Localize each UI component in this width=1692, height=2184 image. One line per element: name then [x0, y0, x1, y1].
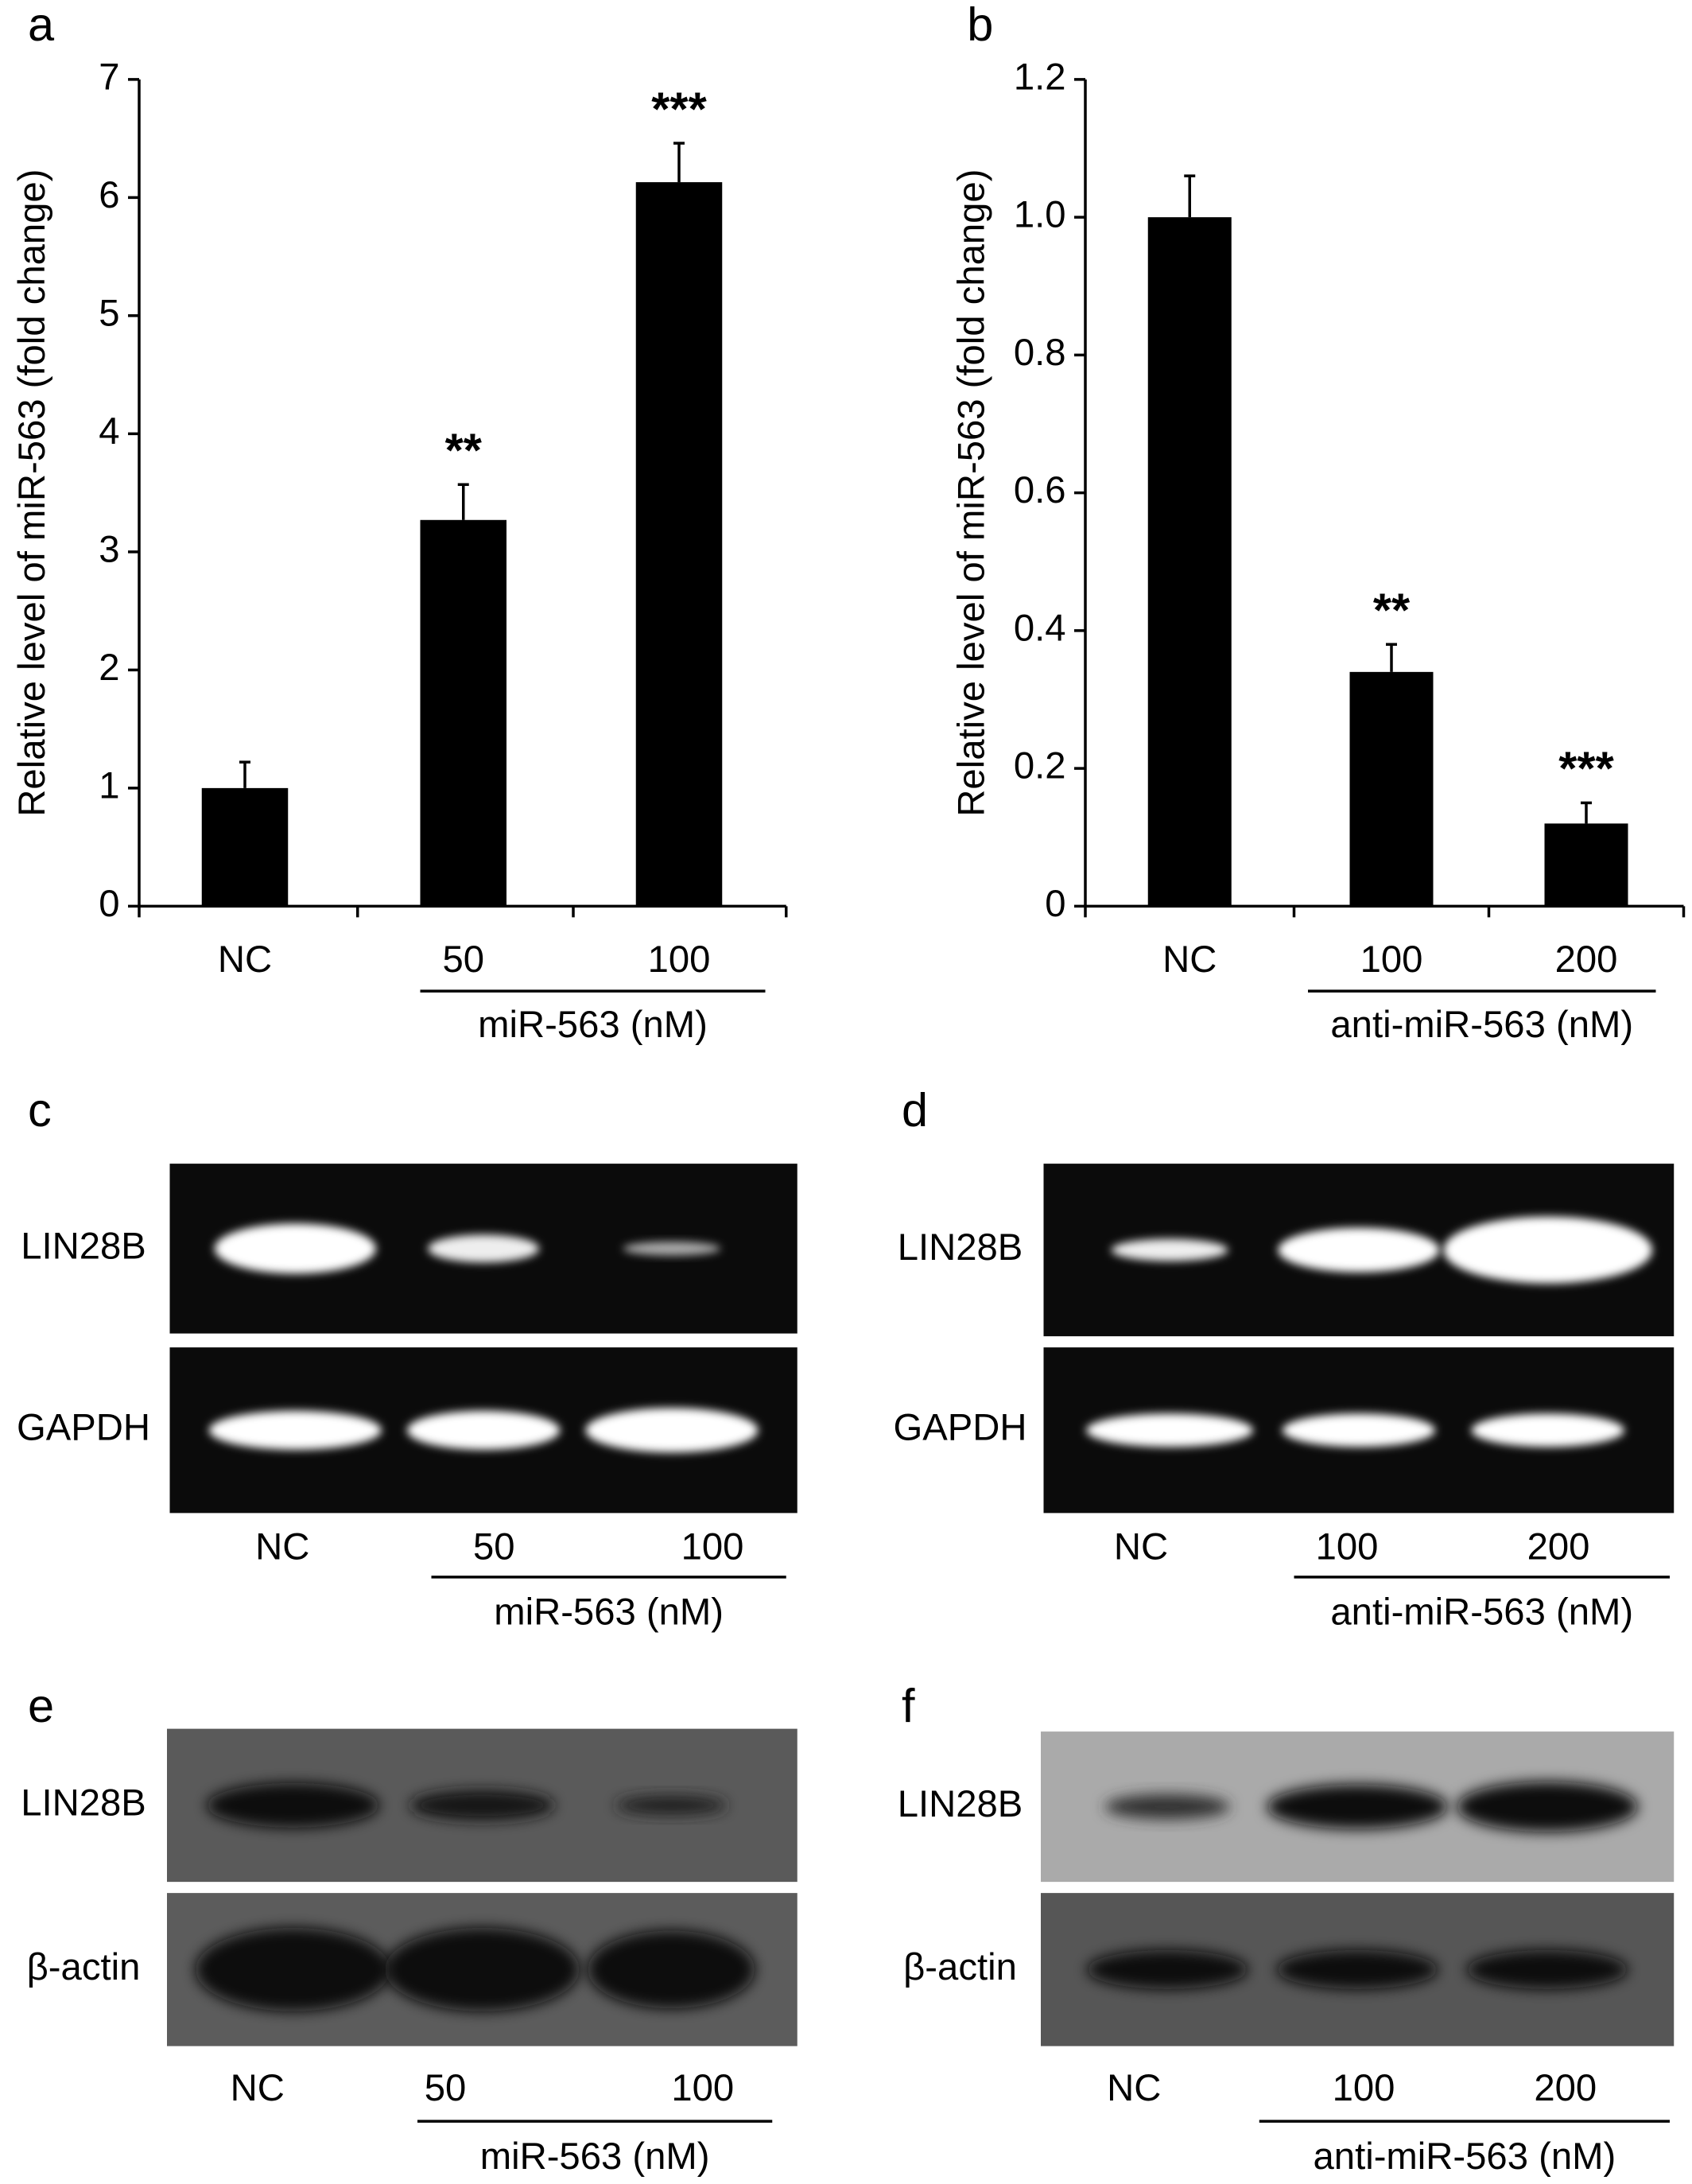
blot-band: [1267, 1784, 1448, 1829]
x-tick-label: 50: [442, 938, 484, 981]
bar: [1349, 671, 1434, 907]
lane-label: 100: [1333, 2067, 1395, 2109]
lane-label: NC: [1114, 1525, 1168, 1568]
group-label: anti-miR-563 (nM): [1330, 1004, 1633, 1046]
blot-band: [1443, 1216, 1652, 1284]
y-tick-label: 7: [99, 56, 119, 98]
blot-band: [1111, 1238, 1228, 1261]
group-label: miR-563 (nM): [478, 1004, 708, 1046]
blot-band: [208, 1410, 382, 1450]
lane-label: 100: [681, 1525, 744, 1568]
group-label: anti-miR-563 (nM): [1330, 1591, 1633, 1634]
bar: [1147, 217, 1232, 907]
blot-band: [615, 1795, 728, 1816]
bar: [1544, 823, 1628, 907]
panel-letter: c: [28, 1083, 52, 1137]
blot-band: [428, 1234, 540, 1263]
row-label: LIN28B: [21, 1782, 146, 1824]
blot-band: [1086, 1949, 1248, 1989]
blot-band: [384, 1927, 580, 2011]
x-tick-label: 100: [648, 938, 711, 981]
significance-label: ***: [651, 82, 707, 135]
row-label: GAPDH: [17, 1407, 150, 1449]
row-label: β-actin: [27, 1946, 141, 1988]
blot-band: [588, 1930, 755, 2009]
y-tick-label: 0: [1045, 883, 1065, 925]
y-tick-label: 0.8: [1014, 332, 1066, 374]
y-tick-label: 4: [99, 410, 119, 453]
lane-label: NC: [255, 1525, 309, 1568]
panel-letter: f: [902, 1679, 915, 1732]
lane-label: NC: [231, 2067, 285, 2109]
blot-band: [1457, 1782, 1638, 1832]
blot-band: [1086, 1413, 1254, 1448]
lane-label: 100: [1316, 1525, 1379, 1568]
blot-band: [585, 1408, 759, 1453]
blot-band: [1104, 1793, 1230, 1820]
blot-band: [409, 1790, 555, 1821]
blot-band: [196, 1927, 391, 2011]
y-tick-label: 5: [99, 292, 119, 334]
panel-letter: e: [28, 1679, 54, 1732]
panel-letter: b: [967, 0, 993, 51]
bar: [201, 787, 289, 907]
blot-band: [1471, 1413, 1624, 1448]
y-tick-label: 1: [99, 764, 119, 806]
x-tick-label: 100: [1360, 938, 1423, 981]
row-label: LIN28B: [898, 1783, 1023, 1825]
lane-label: 200: [1534, 2067, 1597, 2109]
lane-label: 200: [1527, 1525, 1590, 1568]
y-tick-label: 2: [99, 647, 119, 689]
row-label: LIN28B: [21, 1225, 146, 1267]
significance-label: ***: [1558, 742, 1614, 795]
x-tick-label: NC: [218, 938, 272, 981]
y-tick-label: 0.2: [1014, 745, 1066, 787]
row-label: β-actin: [903, 1946, 1017, 1988]
y-tick-label: 0: [99, 883, 119, 925]
significance-label: **: [1373, 583, 1411, 636]
blot-band: [214, 1223, 376, 1274]
blot-band: [207, 1782, 380, 1828]
lane-label: 50: [473, 1525, 515, 1568]
blot-band: [1278, 1227, 1440, 1273]
panel-letter: d: [902, 1083, 928, 1137]
lane-label: 50: [425, 2067, 467, 2109]
row-label: LIN28B: [898, 1226, 1023, 1269]
lane-label: 100: [671, 2067, 734, 2109]
y-axis-label: Relative level of miR-563 (fold change): [11, 169, 53, 817]
group-label: miR-563 (nM): [494, 1591, 724, 1634]
panel-letter: a: [28, 0, 55, 51]
y-axis-label: Relative level of miR-563 (fold change): [950, 169, 992, 817]
y-tick-label: 6: [99, 174, 119, 216]
y-tick-label: 0.6: [1014, 469, 1066, 511]
significance-label: **: [445, 423, 483, 476]
y-tick-label: 1.2: [1014, 56, 1066, 98]
row-label: GAPDH: [893, 1407, 1026, 1449]
blot-band: [623, 1242, 721, 1256]
bar: [420, 519, 506, 907]
blot-band: [1282, 1413, 1436, 1448]
y-tick-label: 0.4: [1014, 607, 1066, 649]
group-label: miR-563 (nM): [480, 2135, 710, 2178]
lane-label: NC: [1107, 2067, 1161, 2109]
x-tick-label: NC: [1162, 938, 1217, 981]
blot-band: [406, 1410, 561, 1450]
blot-band: [1466, 1949, 1628, 1989]
bar: [635, 182, 723, 907]
y-tick-label: 3: [99, 528, 119, 570]
blot-band: [1276, 1949, 1438, 1989]
group-label: anti-miR-563 (nM): [1314, 2135, 1616, 2178]
x-tick-label: 200: [1555, 938, 1618, 981]
y-tick-label: 1.0: [1014, 194, 1066, 236]
